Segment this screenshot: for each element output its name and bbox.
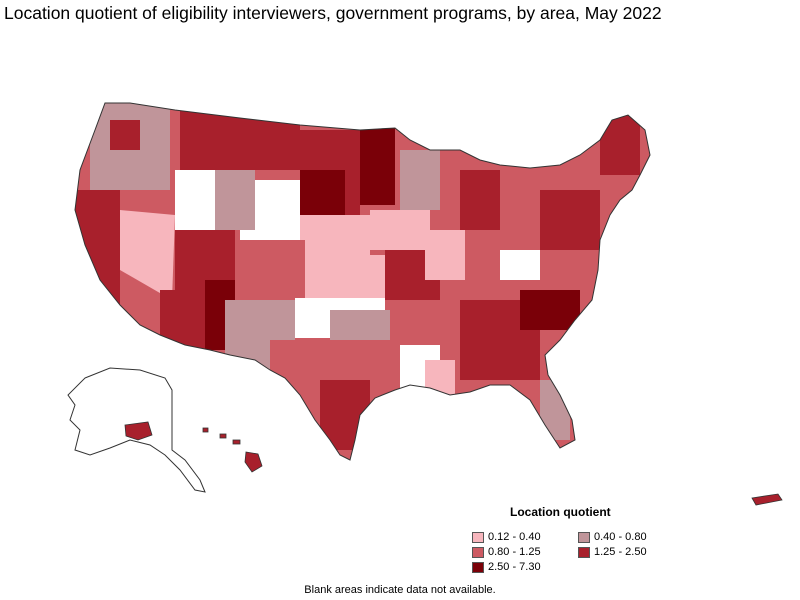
map-title: Location quotient of eligibility intervi… xyxy=(4,3,662,23)
legend-label: 0.40 - 0.80 xyxy=(594,531,647,543)
footnote: Blank areas indicate data not available. xyxy=(304,584,496,596)
legend-label: 2.50 - 7.30 xyxy=(488,561,541,573)
legend-label: 0.80 - 1.25 xyxy=(488,546,541,558)
legend-swatch xyxy=(472,561,484,573)
conus-outline xyxy=(74,102,651,461)
alaska-region xyxy=(67,367,206,493)
legend-item: 0.12 - 0.40 xyxy=(472,531,541,543)
legend-label: 0.12 - 0.40 xyxy=(488,531,541,543)
legend-item: 0.40 - 0.80 xyxy=(578,531,647,543)
legend-item: 0.80 - 1.25 xyxy=(472,546,541,558)
legend-swatch xyxy=(578,546,590,558)
legend-swatch xyxy=(472,531,484,543)
legend-item: 1.25 - 2.50 xyxy=(578,546,647,558)
legend-title: Location quotient xyxy=(510,505,611,519)
legend-item: 2.50 - 7.30 xyxy=(472,561,541,573)
puerto-rico-region xyxy=(751,493,783,506)
hawaii-region xyxy=(202,427,263,473)
legend-swatch xyxy=(578,531,590,543)
legend-label: 1.25 - 2.50 xyxy=(594,546,647,558)
legend-swatch xyxy=(472,546,484,558)
